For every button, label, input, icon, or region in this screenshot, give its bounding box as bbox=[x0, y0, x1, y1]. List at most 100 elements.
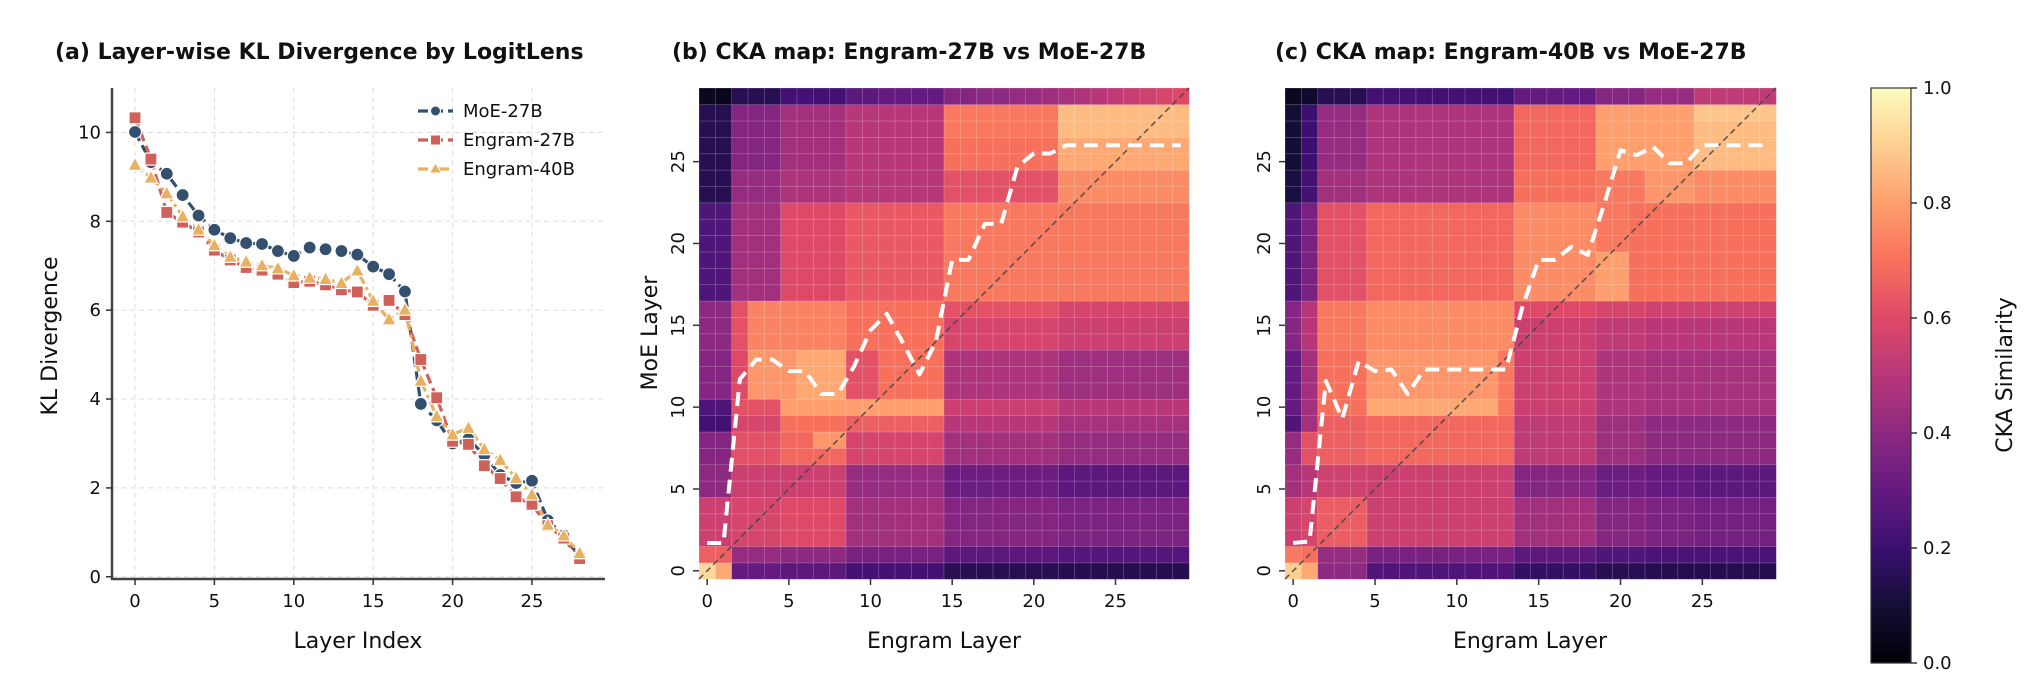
heatmap-cell bbox=[1693, 169, 1712, 187]
data-point-engram-40b bbox=[396, 300, 413, 316]
heatmap-cell bbox=[878, 202, 896, 220]
heatmap-cell bbox=[878, 234, 896, 253]
heatmap-cell bbox=[1661, 169, 1679, 187]
heatmap-cell bbox=[1317, 447, 1335, 466]
heatmap-cell bbox=[1742, 185, 1761, 204]
heatmap-cell bbox=[1139, 480, 1158, 498]
heatmap-cell bbox=[861, 120, 880, 138]
heatmap-cell bbox=[1742, 153, 1761, 171]
heatmap-cell bbox=[747, 545, 766, 564]
heatmap-cell bbox=[976, 464, 994, 482]
heatmap-cell bbox=[1123, 300, 1141, 318]
heatmap-cell bbox=[763, 103, 782, 122]
heatmap-cell bbox=[1123, 333, 1141, 351]
heatmap-cell bbox=[698, 431, 717, 449]
heatmap-cell bbox=[1644, 234, 1663, 253]
heatmap-cell bbox=[1008, 87, 1027, 106]
heatmap-cell bbox=[1399, 185, 1417, 204]
heatmap-cell bbox=[1074, 87, 1092, 106]
heatmap-cell bbox=[1513, 120, 1532, 138]
heatmap-cell bbox=[959, 283, 978, 302]
heatmap-cell bbox=[1448, 496, 1466, 515]
heatmap-cell bbox=[943, 169, 962, 187]
heatmap-cell bbox=[698, 251, 717, 269]
heatmap-cell bbox=[812, 414, 831, 433]
heatmap-cell bbox=[1530, 202, 1548, 220]
heatmap-cell bbox=[927, 562, 945, 580]
heatmap-cell bbox=[796, 545, 815, 564]
heatmap-cell bbox=[1448, 333, 1466, 351]
heatmap-cell bbox=[1139, 464, 1158, 482]
heatmap-cell bbox=[1399, 431, 1417, 449]
heatmap-cell bbox=[878, 529, 896, 547]
heatmap-cell bbox=[1742, 513, 1761, 531]
colorbar-tick-label: 0.6 bbox=[1923, 308, 1952, 329]
heatmap-cell bbox=[1644, 251, 1663, 269]
heatmap-cell bbox=[1025, 218, 1043, 237]
heatmap-cell bbox=[812, 496, 831, 515]
heatmap-cell bbox=[1513, 414, 1532, 433]
heatmap-cell bbox=[1726, 283, 1744, 302]
y-tick-label: 20 bbox=[668, 232, 689, 255]
heatmap-cell bbox=[1481, 202, 1499, 220]
heatmap-cell bbox=[1074, 480, 1092, 498]
heatmap-cell bbox=[1041, 464, 1060, 482]
heatmap-cell bbox=[943, 87, 962, 106]
heatmap-cell bbox=[1431, 545, 1450, 564]
data-point-engram-40b bbox=[571, 544, 588, 560]
heatmap-cell bbox=[747, 464, 766, 482]
heatmap-cell bbox=[1382, 218, 1401, 237]
heatmap-cell bbox=[845, 185, 864, 204]
heatmap-cell bbox=[1464, 545, 1483, 564]
heatmap-cell bbox=[1628, 365, 1646, 384]
heatmap-cell bbox=[1333, 545, 1352, 564]
heatmap-cell bbox=[927, 365, 945, 384]
heatmap-cell bbox=[1628, 529, 1646, 547]
heatmap-cell bbox=[976, 153, 994, 171]
heatmap-cell bbox=[1742, 218, 1761, 237]
heatmap-cell bbox=[1317, 480, 1335, 498]
heatmap-cell bbox=[780, 562, 798, 580]
heatmap-cell bbox=[943, 234, 962, 253]
heatmap-cell bbox=[1759, 562, 1777, 580]
heatmap-cell bbox=[1333, 414, 1352, 433]
heatmap-cell bbox=[1595, 136, 1614, 155]
heatmap-cell bbox=[1008, 349, 1027, 367]
heatmap-cell bbox=[1644, 120, 1663, 138]
colorbar-tick-label: 0.4 bbox=[1923, 423, 1952, 444]
heatmap-cell bbox=[796, 333, 815, 351]
heatmap-cell bbox=[1644, 513, 1663, 531]
heatmap-cell bbox=[796, 103, 815, 122]
heatmap-cell bbox=[1726, 202, 1744, 220]
heatmap-cell bbox=[1464, 480, 1483, 498]
heatmap-cell bbox=[1366, 218, 1384, 237]
heatmap-cell bbox=[1399, 398, 1417, 417]
heatmap-cell bbox=[1139, 382, 1158, 400]
x-tick-label: 5 bbox=[783, 591, 794, 612]
heatmap-cell bbox=[1726, 267, 1744, 286]
heatmap-cell bbox=[1661, 103, 1679, 122]
heatmap-cell bbox=[1644, 464, 1663, 482]
heatmap-cell bbox=[1513, 431, 1532, 449]
heatmap-cell bbox=[1350, 529, 1368, 547]
x-tick-label: 10 bbox=[1445, 591, 1468, 612]
heatmap-cell bbox=[1644, 333, 1663, 351]
heatmap-cell bbox=[1628, 120, 1646, 138]
heatmap-cell bbox=[845, 464, 864, 482]
data-point-moe-27b bbox=[413, 396, 428, 412]
heatmap-cell bbox=[796, 382, 815, 400]
heatmap-cell bbox=[1546, 185, 1564, 204]
heatmap-cell bbox=[780, 382, 798, 400]
heatmap-cell bbox=[992, 513, 1011, 531]
heatmap-cell bbox=[1431, 382, 1450, 400]
heatmap-cell bbox=[698, 283, 717, 302]
heatmap-cell bbox=[1123, 414, 1141, 433]
heatmap-cell bbox=[1074, 103, 1092, 122]
heatmap-cell bbox=[1530, 496, 1548, 515]
heatmap-cell bbox=[943, 529, 962, 547]
heatmap-cell bbox=[1300, 349, 1319, 367]
heatmap-cell bbox=[894, 87, 913, 106]
panel-a-axes bbox=[110, 88, 605, 581]
heatmap-cell bbox=[1742, 545, 1761, 564]
heatmap-cell bbox=[1300, 562, 1319, 580]
